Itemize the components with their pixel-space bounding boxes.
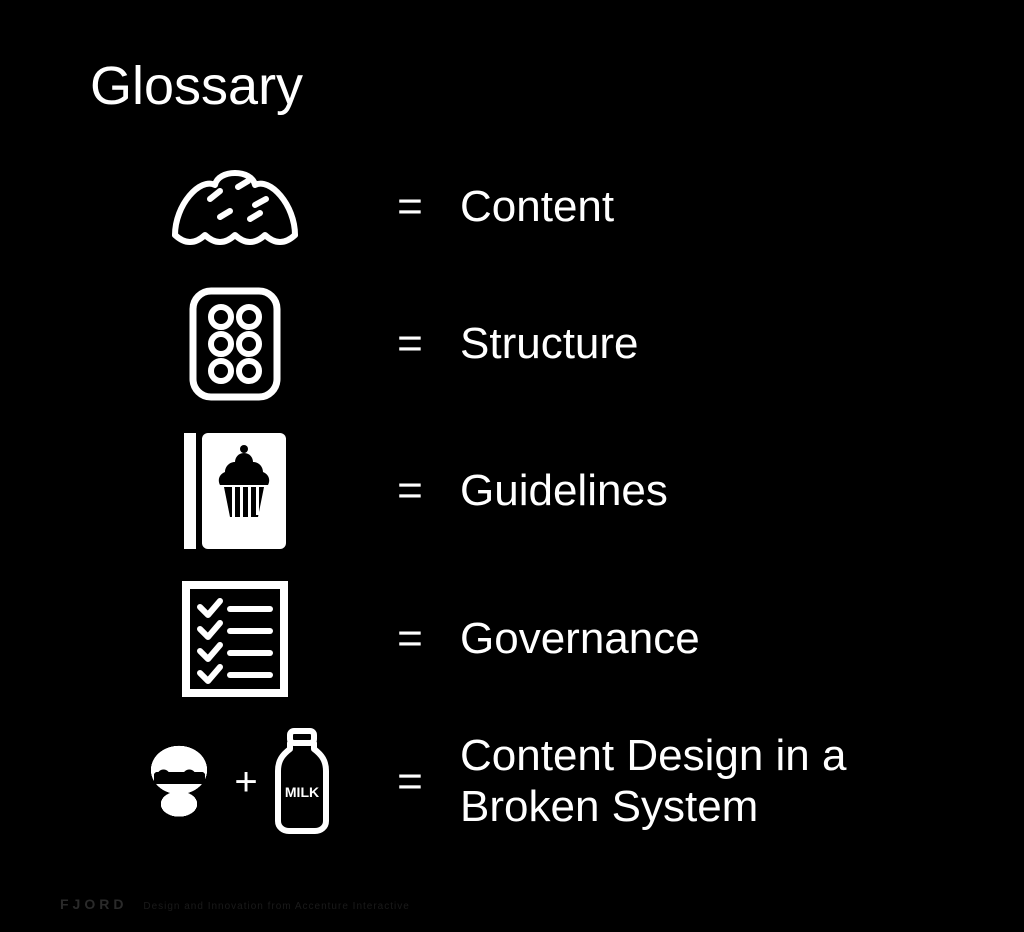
row-label: Governance — [440, 614, 934, 665]
muffin-tray-icon — [187, 285, 283, 403]
row-guidelines: = Guidelines — [90, 431, 934, 551]
equals-sign: = — [380, 466, 440, 516]
glossary-rows: = Content = Structure — [90, 157, 934, 837]
icon-cell — [90, 285, 380, 403]
row-content: = Content — [90, 157, 934, 257]
combo-icons: + MILK — [136, 727, 333, 837]
milk-label: MILK — [285, 784, 319, 800]
plus-sign: + — [226, 760, 265, 805]
equals-sign: = — [380, 757, 440, 807]
equals-sign: = — [380, 182, 440, 232]
milk-bottle-icon: MILK — [270, 727, 334, 837]
icon-cell — [90, 157, 380, 257]
slide-title: Glossary — [90, 55, 934, 117]
glossary-slide: Glossary — [0, 0, 1024, 932]
row-structure: = Structure — [90, 285, 934, 403]
footer-brand-text: FJORD — [60, 896, 127, 912]
row-combo: + MILK = Con — [90, 727, 934, 837]
icon-cell — [90, 431, 380, 551]
footer-brand: FJORD Design and Innovation from Accentu… — [60, 896, 410, 912]
checklist-icon — [180, 579, 290, 699]
row-label: Guidelines — [440, 466, 934, 517]
recipe-book-icon — [180, 431, 290, 551]
row-label: Content — [440, 182, 934, 233]
row-governance: = Governance — [90, 579, 934, 699]
row-label: Content Design in a Broken System — [440, 731, 934, 832]
ice-cream-scoop-icon — [160, 157, 310, 257]
icon-cell: + MILK — [90, 727, 380, 837]
portrait-icon — [136, 732, 222, 832]
icon-cell — [90, 579, 380, 699]
equals-sign: = — [380, 319, 440, 369]
footer-sub-text: Design and Innovation from Accenture Int… — [143, 901, 409, 912]
equals-sign: = — [380, 614, 440, 664]
row-label: Structure — [440, 319, 934, 370]
